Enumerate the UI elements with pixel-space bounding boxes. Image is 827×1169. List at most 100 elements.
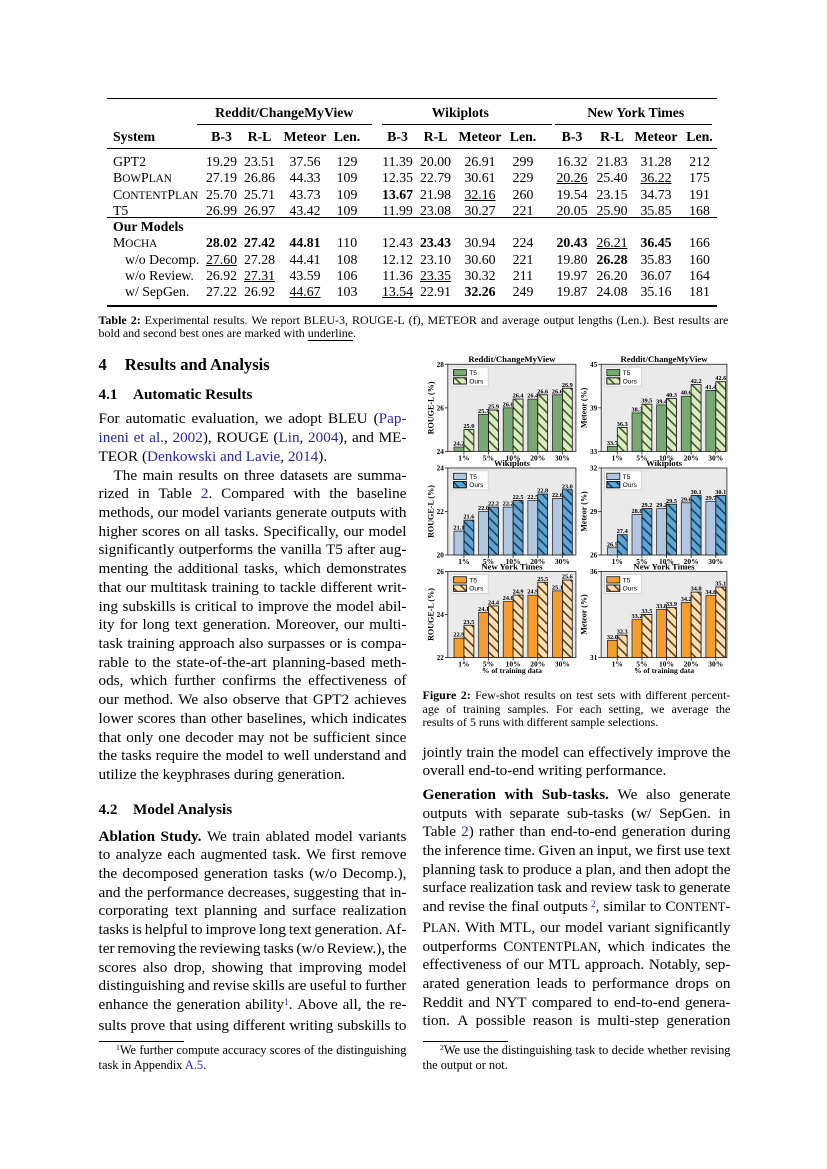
svg-text:39.5: 39.5 [641,398,652,405]
svg-text:10%: 10% [506,660,521,669]
svg-text:25.5: 25.5 [537,576,548,583]
svg-text:39: 39 [590,404,598,412]
svg-text:40.6: 40.6 [681,390,692,397]
svg-text:30%: 30% [555,454,570,463]
svg-text:30%: 30% [708,454,723,463]
svg-text:25.9: 25.9 [488,404,499,411]
svg-text:5%: 5% [483,557,494,566]
svg-text:27.4: 27.4 [617,528,629,535]
svg-text:22.2: 22.2 [503,501,514,508]
svg-text:Ours: Ours [623,379,638,386]
svg-text:32.3: 32.3 [617,629,628,636]
svg-text:22.2: 22.2 [488,501,499,508]
svg-text:21.6: 21.6 [463,514,474,521]
svg-text:24.1: 24.1 [478,606,489,613]
svg-text:Reddit/ChangeMyView: Reddit/ChangeMyView [468,354,556,364]
svg-text:T5: T5 [623,370,631,377]
svg-text:26.6: 26.6 [537,388,548,395]
svg-text:20%: 20% [530,557,545,566]
svg-text:20: 20 [437,552,445,560]
svg-text:22: 22 [437,508,445,516]
svg-text:22.5: 22.5 [527,494,538,501]
svg-text:26: 26 [437,568,445,576]
svg-text:24: 24 [437,448,445,456]
svg-text:20%: 20% [530,660,545,669]
svg-text:T5: T5 [469,474,477,481]
svg-text:33: 33 [590,448,598,456]
svg-text:ROUGE-L (%): ROUGE-L (%) [426,588,435,641]
svg-text:Ours: Ours [469,586,484,593]
svg-text:22.0: 22.0 [478,505,489,512]
svg-text:% of training data: % of training data [482,666,542,675]
svg-text:5%: 5% [483,454,494,463]
svg-text:33.5: 33.5 [641,608,652,615]
svg-text:1%: 1% [458,660,469,669]
svg-text:31: 31 [590,654,598,662]
svg-text:ROUGE-L (%): ROUGE-L (%) [426,485,435,538]
svg-text:New York Times: New York Times [481,561,543,571]
svg-text:24: 24 [437,465,445,473]
svg-text:29.5: 29.5 [666,498,677,505]
svg-text:Wikiplots: Wikiplots [646,458,683,468]
svg-text:1%: 1% [458,454,469,463]
svg-text:5%: 5% [636,660,647,669]
svg-text:10%: 10% [659,660,674,669]
svg-text:29: 29 [590,508,598,516]
svg-text:34.2: 34.2 [681,596,692,603]
svg-text:22.6: 22.6 [552,492,563,499]
svg-text:1%: 1% [458,557,469,566]
svg-text:T5: T5 [469,370,477,377]
svg-text:T5: T5 [469,577,477,584]
svg-text:30.1: 30.1 [691,489,702,496]
svg-text:30%: 30% [555,557,570,566]
svg-text:33.7: 33.7 [607,440,618,447]
svg-text:26.4: 26.4 [513,393,525,400]
svg-text:24.6: 24.6 [503,595,514,602]
svg-text:35.1: 35.1 [715,580,726,587]
svg-text:24.9: 24.9 [513,589,524,596]
svg-text:10%: 10% [659,557,674,566]
svg-text:26: 26 [590,552,598,560]
svg-text:40.3: 40.3 [666,392,677,399]
svg-text:1%: 1% [612,660,623,669]
svg-text:32.0: 32.0 [607,634,618,641]
svg-text:33.8: 33.8 [656,603,667,610]
svg-text:28: 28 [437,361,445,369]
svg-text:25.1: 25.1 [552,584,563,591]
svg-text:22.8: 22.8 [537,488,548,495]
svg-text:10%: 10% [659,454,674,463]
svg-text:45: 45 [590,361,598,369]
svg-text:33.9: 33.9 [666,601,677,608]
svg-text:38.3: 38.3 [631,406,642,413]
svg-text:New York Times: New York Times [633,561,695,571]
svg-text:24.2: 24.2 [453,441,464,448]
svg-text:1%: 1% [612,557,623,566]
svg-text:Meteor (%): Meteor (%) [580,594,589,635]
svg-text:21.1: 21.1 [453,525,464,532]
svg-text:20%: 20% [684,454,699,463]
svg-text:24: 24 [437,611,445,619]
svg-text:Reddit/ChangeMyView: Reddit/ChangeMyView [620,354,708,364]
svg-text:29.7: 29.7 [705,495,716,502]
svg-text:10%: 10% [506,454,521,463]
svg-text:29.2: 29.2 [656,502,667,509]
svg-text:26.0: 26.0 [503,401,514,408]
svg-text:36.3: 36.3 [617,421,628,428]
svg-text:25.7: 25.7 [478,408,489,415]
svg-text:29.2: 29.2 [641,502,652,509]
svg-text:Ours: Ours [623,586,638,593]
svg-text:41.4: 41.4 [705,384,717,391]
svg-text:20%: 20% [684,557,699,566]
svg-text:29.6: 29.6 [681,496,692,503]
svg-text:26.9: 26.9 [562,382,573,389]
svg-text:Wikiplots: Wikiplots [494,458,531,468]
svg-text:30.1: 30.1 [715,489,726,496]
svg-text:33.2: 33.2 [631,613,642,620]
svg-text:22.9: 22.9 [453,632,464,639]
svg-text:30%: 30% [708,557,723,566]
svg-text:10%: 10% [506,557,521,566]
svg-text:5%: 5% [636,557,647,566]
svg-text:5%: 5% [636,454,647,463]
svg-text:30%: 30% [555,660,570,669]
svg-text:28.8: 28.8 [631,508,642,515]
